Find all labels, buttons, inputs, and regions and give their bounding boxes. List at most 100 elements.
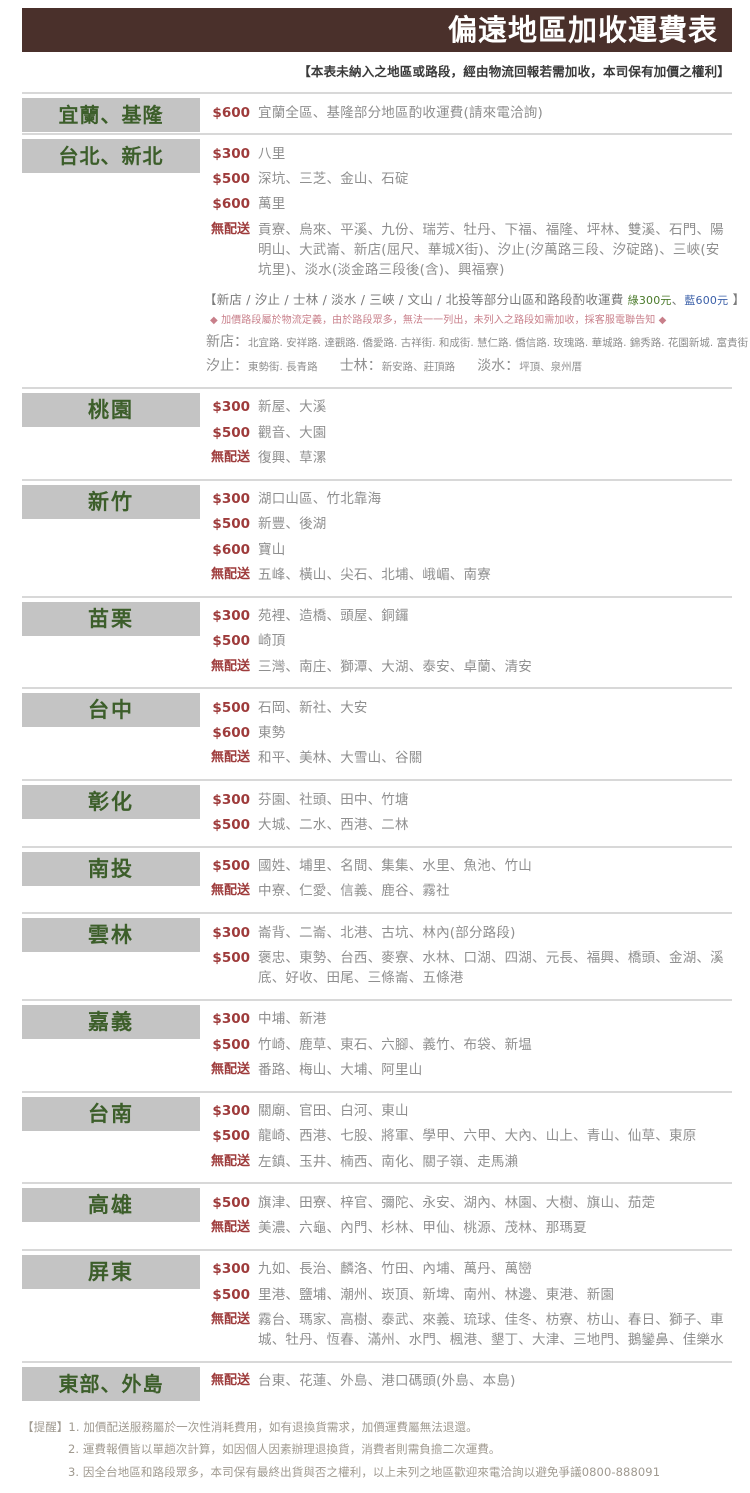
fee-price: $500 xyxy=(212,633,250,650)
taipei-note-block: 【新店 / 汐止 / 士林 / 淡水 / 三峽 / 文山 / 北投等部分山區和路… xyxy=(200,283,748,379)
fee-line: 無配送 和平、美林、大雪山、谷關 xyxy=(200,746,732,771)
table-row: 台南 $300 關廟、官田、白河、東山 $500 龍崎、西港、七股、將軍、學甲、… xyxy=(22,1090,732,1183)
region-name: 新竹 xyxy=(22,484,200,519)
footer-indent xyxy=(22,1438,68,1460)
fee-line: 無配送 台東、花蓮、外島、港口碼頭(外島、本島) xyxy=(200,1369,732,1394)
fee-price: 無配送 xyxy=(210,658,250,674)
region-name: 高雄 xyxy=(22,1188,200,1223)
fee-areas: 八里 xyxy=(258,145,286,162)
fee-line: $600 東勢 xyxy=(200,721,732,746)
region-name: 桃園 xyxy=(22,392,200,427)
region-name: 南投 xyxy=(22,851,200,886)
region-fee-list: $300 關廟、官田、白河、東山 $500 龍崎、西港、七股、將軍、學甲、六甲、… xyxy=(200,1093,732,1183)
note-detail-row2: 汐止：東勢街. 長青路 士林：新安路、莊頂路 淡水：坪頂、泉州厝 xyxy=(204,351,732,375)
footer-note-text: 3. 因全台地區和路段眾多，本司保有最終出貨與否之權利，以上未列之地區歡迎來電洽… xyxy=(68,1464,661,1479)
fee-areas: 寶山 xyxy=(258,541,286,558)
fee-line: $500 新豐、後湖 xyxy=(200,512,732,537)
fee-price: 無配送 xyxy=(210,566,250,582)
region-fee-list: 無配送 台東、花蓮、外島、港口碼頭(外島、本島) xyxy=(200,1363,732,1402)
page-title: 偏遠地區加收運費表 xyxy=(447,12,718,47)
region-label-cell: 高雄 xyxy=(22,1184,200,1223)
fee-areas: 東勢 xyxy=(258,725,286,741)
fee-line: $300 八里 xyxy=(200,141,732,166)
region-label-cell: 桃園 xyxy=(22,389,200,427)
note-colon: ： xyxy=(234,357,248,374)
fee-line: $500 深坑、三芝、金山、石碇 xyxy=(200,167,732,192)
fee-line: $500 褒忠、東勢、台西、麥寮、水林、口湖、四湖、元長、福興、橋頭、金湖、溪底… xyxy=(200,945,732,991)
region-fee-list: $300 湖口山區、竹北靠海 $500 新豐、後湖 $600 寶山 無配送 五峰… xyxy=(200,481,732,596)
fee-line: $500 竹崎、鹿草、東石、六腳、義竹、布袋、新塭 xyxy=(200,1032,732,1057)
fee-price: 無配送 xyxy=(210,1061,250,1077)
fee-line: 無配送 復興、草漯 xyxy=(200,445,732,470)
region-label-cell: 台南 xyxy=(22,1093,200,1131)
shipping-fee-sheet: 偏遠地區加收運費表 【本表未納入之地區或路段，經由物流回報若需加收，本司保有加價… xyxy=(0,8,750,1483)
fee-price: 無配送 xyxy=(210,1373,250,1389)
note-green-fee: 綠300元 xyxy=(627,293,672,307)
table-row: 雲林 $300 崙背、二崙、北港、古坑、林內(部分路段) $500 褒忠、東勢、… xyxy=(22,912,732,999)
fee-line: 無配送 貢寮、烏來、平溪、九份、瑞芳、牡丹、下福、福隆、坪林、雙溪、石門、陽明山… xyxy=(200,217,732,283)
region-name: 彰化 xyxy=(22,785,200,819)
fee-price: $500 xyxy=(212,949,250,966)
fee-line: $500 崎頂 xyxy=(200,629,732,654)
fee-areas: 新豐、後湖 xyxy=(258,516,327,533)
region-fee-list: $300 八里 $500 深坑、三芝、金山、石碇 $600 萬里 無配送 貢寮、… xyxy=(200,135,748,387)
footer-indent xyxy=(22,1461,68,1483)
region-name: 台北、新北 xyxy=(22,139,200,174)
fee-areas: 深坑、三芝、金山、石碇 xyxy=(258,171,409,187)
table-row: 苗栗 $300 苑裡、造橋、頭屋、銅鑼 $500 崎頂 無配送 三灣、南庄、獅潭… xyxy=(22,595,732,688)
fee-areas: 三灣、南庄、獅潭、大湖、泰安、卓蘭、清安 xyxy=(258,658,532,675)
fee-areas: 中埔、新港 xyxy=(258,1011,327,1028)
fee-price: 無配送 xyxy=(210,449,250,465)
fee-line: $300 苑裡、造橋、頭屋、銅鑼 xyxy=(200,604,732,629)
note-city-name: 新店 xyxy=(206,333,234,350)
fee-areas: 大城、二水、西港、二林 xyxy=(258,816,409,833)
fee-price: $600 xyxy=(212,725,250,741)
fee-areas: 新屋、大溪 xyxy=(258,399,327,416)
fee-price: $500 xyxy=(212,858,250,874)
fee-areas: 左鎮、玉井、楠西、南化、關子嶺、走馬瀨 xyxy=(258,1153,519,1170)
fee-areas: 宜蘭全區、基隆部分地區酌收運費(請來電洽詢) xyxy=(258,104,543,121)
region-fee-list: $300 苑裡、造橋、頭屋、銅鑼 $500 崎頂 無配送 三灣、南庄、獅潭、大湖… xyxy=(200,598,732,688)
fee-areas: 石岡、新社、大安 xyxy=(258,699,368,716)
footer-notes: 【提醒】 1. 加價配送服務屬於一次性消耗費用，如有退換貨需求，加價運費屬無法退… xyxy=(22,1416,732,1483)
fee-areas: 和平、美林、大雪山、谷關 xyxy=(258,750,423,767)
fee-areas: 九如、長治、麟洛、竹田、內埔、萬丹、萬巒 xyxy=(258,1261,532,1278)
fee-price: $500 xyxy=(212,699,250,716)
region-fee-list: $300 芬園、社頭、田中、竹塘 $500 大城、二水、西港、二林 xyxy=(200,781,732,846)
region-label-cell: 彰化 xyxy=(22,781,200,819)
fee-line: $500 石岡、新社、大安 xyxy=(200,695,732,720)
region-fee-list: $500 旗津、田寮、梓官、彌陀、永安、湖內、林園、大樹、旗山、茄萣 無配送 美… xyxy=(200,1184,732,1249)
region-name: 宜蘭、基隆 xyxy=(22,98,200,132)
fee-price: 無配送 xyxy=(210,1220,250,1235)
fee-areas: 國姓、埔里、名間、集集、水里、魚池、竹山 xyxy=(258,858,532,874)
region-name: 苗栗 xyxy=(22,601,200,636)
region-label-cell: 雲林 xyxy=(22,914,200,952)
region-fee-list: $300 新屋、大溪 $500 觀音、大園 無配送 復興、草漯 xyxy=(200,389,732,479)
fee-line: $300 崙背、二崙、北港、古坑、林內(部分路段) xyxy=(200,920,732,945)
footer-note-row: 【提醒】 1. 加價配送服務屬於一次性消耗費用，如有退換貨需求，加價運費屬無法退… xyxy=(22,1416,732,1438)
table-row: 新竹 $300 湖口山區、竹北靠海 $500 新豐、後湖 $600 寶山 無配送… xyxy=(22,478,732,596)
fee-areas: 崎頂 xyxy=(258,633,286,650)
fee-areas: 美濃、六龜、內門、杉林、甲仙、桃源、茂林、那瑪夏 xyxy=(258,1220,587,1236)
fee-price: $300 xyxy=(212,1261,250,1278)
table-row: 嘉義 $300 中埔、新港 $500 竹崎、鹿草、東石、六腳、義竹、布袋、新塭 … xyxy=(22,998,732,1091)
fee-areas: 褒忠、東勢、台西、麥寮、水林、口湖、四湖、元長、福興、橋頭、金湖、溪底、好收、田… xyxy=(258,949,724,986)
fee-price: $300 xyxy=(212,1103,250,1119)
fee-line: $500 龍崎、西港、七股、將軍、學甲、六甲、大內、山上、青山、仙草、東原 xyxy=(200,1124,732,1149)
note-colon: ： xyxy=(505,357,520,374)
fee-price: $300 xyxy=(212,924,250,941)
fee-price: $300 xyxy=(212,399,250,416)
fee-line: $300 芬園、社頭、田中、竹塘 xyxy=(200,787,732,812)
region-name: 台中 xyxy=(22,693,200,728)
fee-areas: 萬里 xyxy=(258,196,286,213)
fee-price: 無配送 xyxy=(210,1311,250,1327)
note-road-list: 新安路、莊頂路 xyxy=(381,360,456,373)
fee-price: $600 xyxy=(212,541,250,558)
fee-areas: 台東、花蓮、外島、港口碼頭(外島、本島) xyxy=(258,1373,516,1390)
fee-line: $600 寶山 xyxy=(200,537,732,562)
fee-price: $300 xyxy=(212,145,250,162)
fee-price: $500 xyxy=(212,1128,250,1145)
fee-price: $500 xyxy=(212,1036,250,1053)
fee-line: $600 萬里 xyxy=(200,192,732,217)
fee-areas: 觀音、大園 xyxy=(258,424,327,441)
